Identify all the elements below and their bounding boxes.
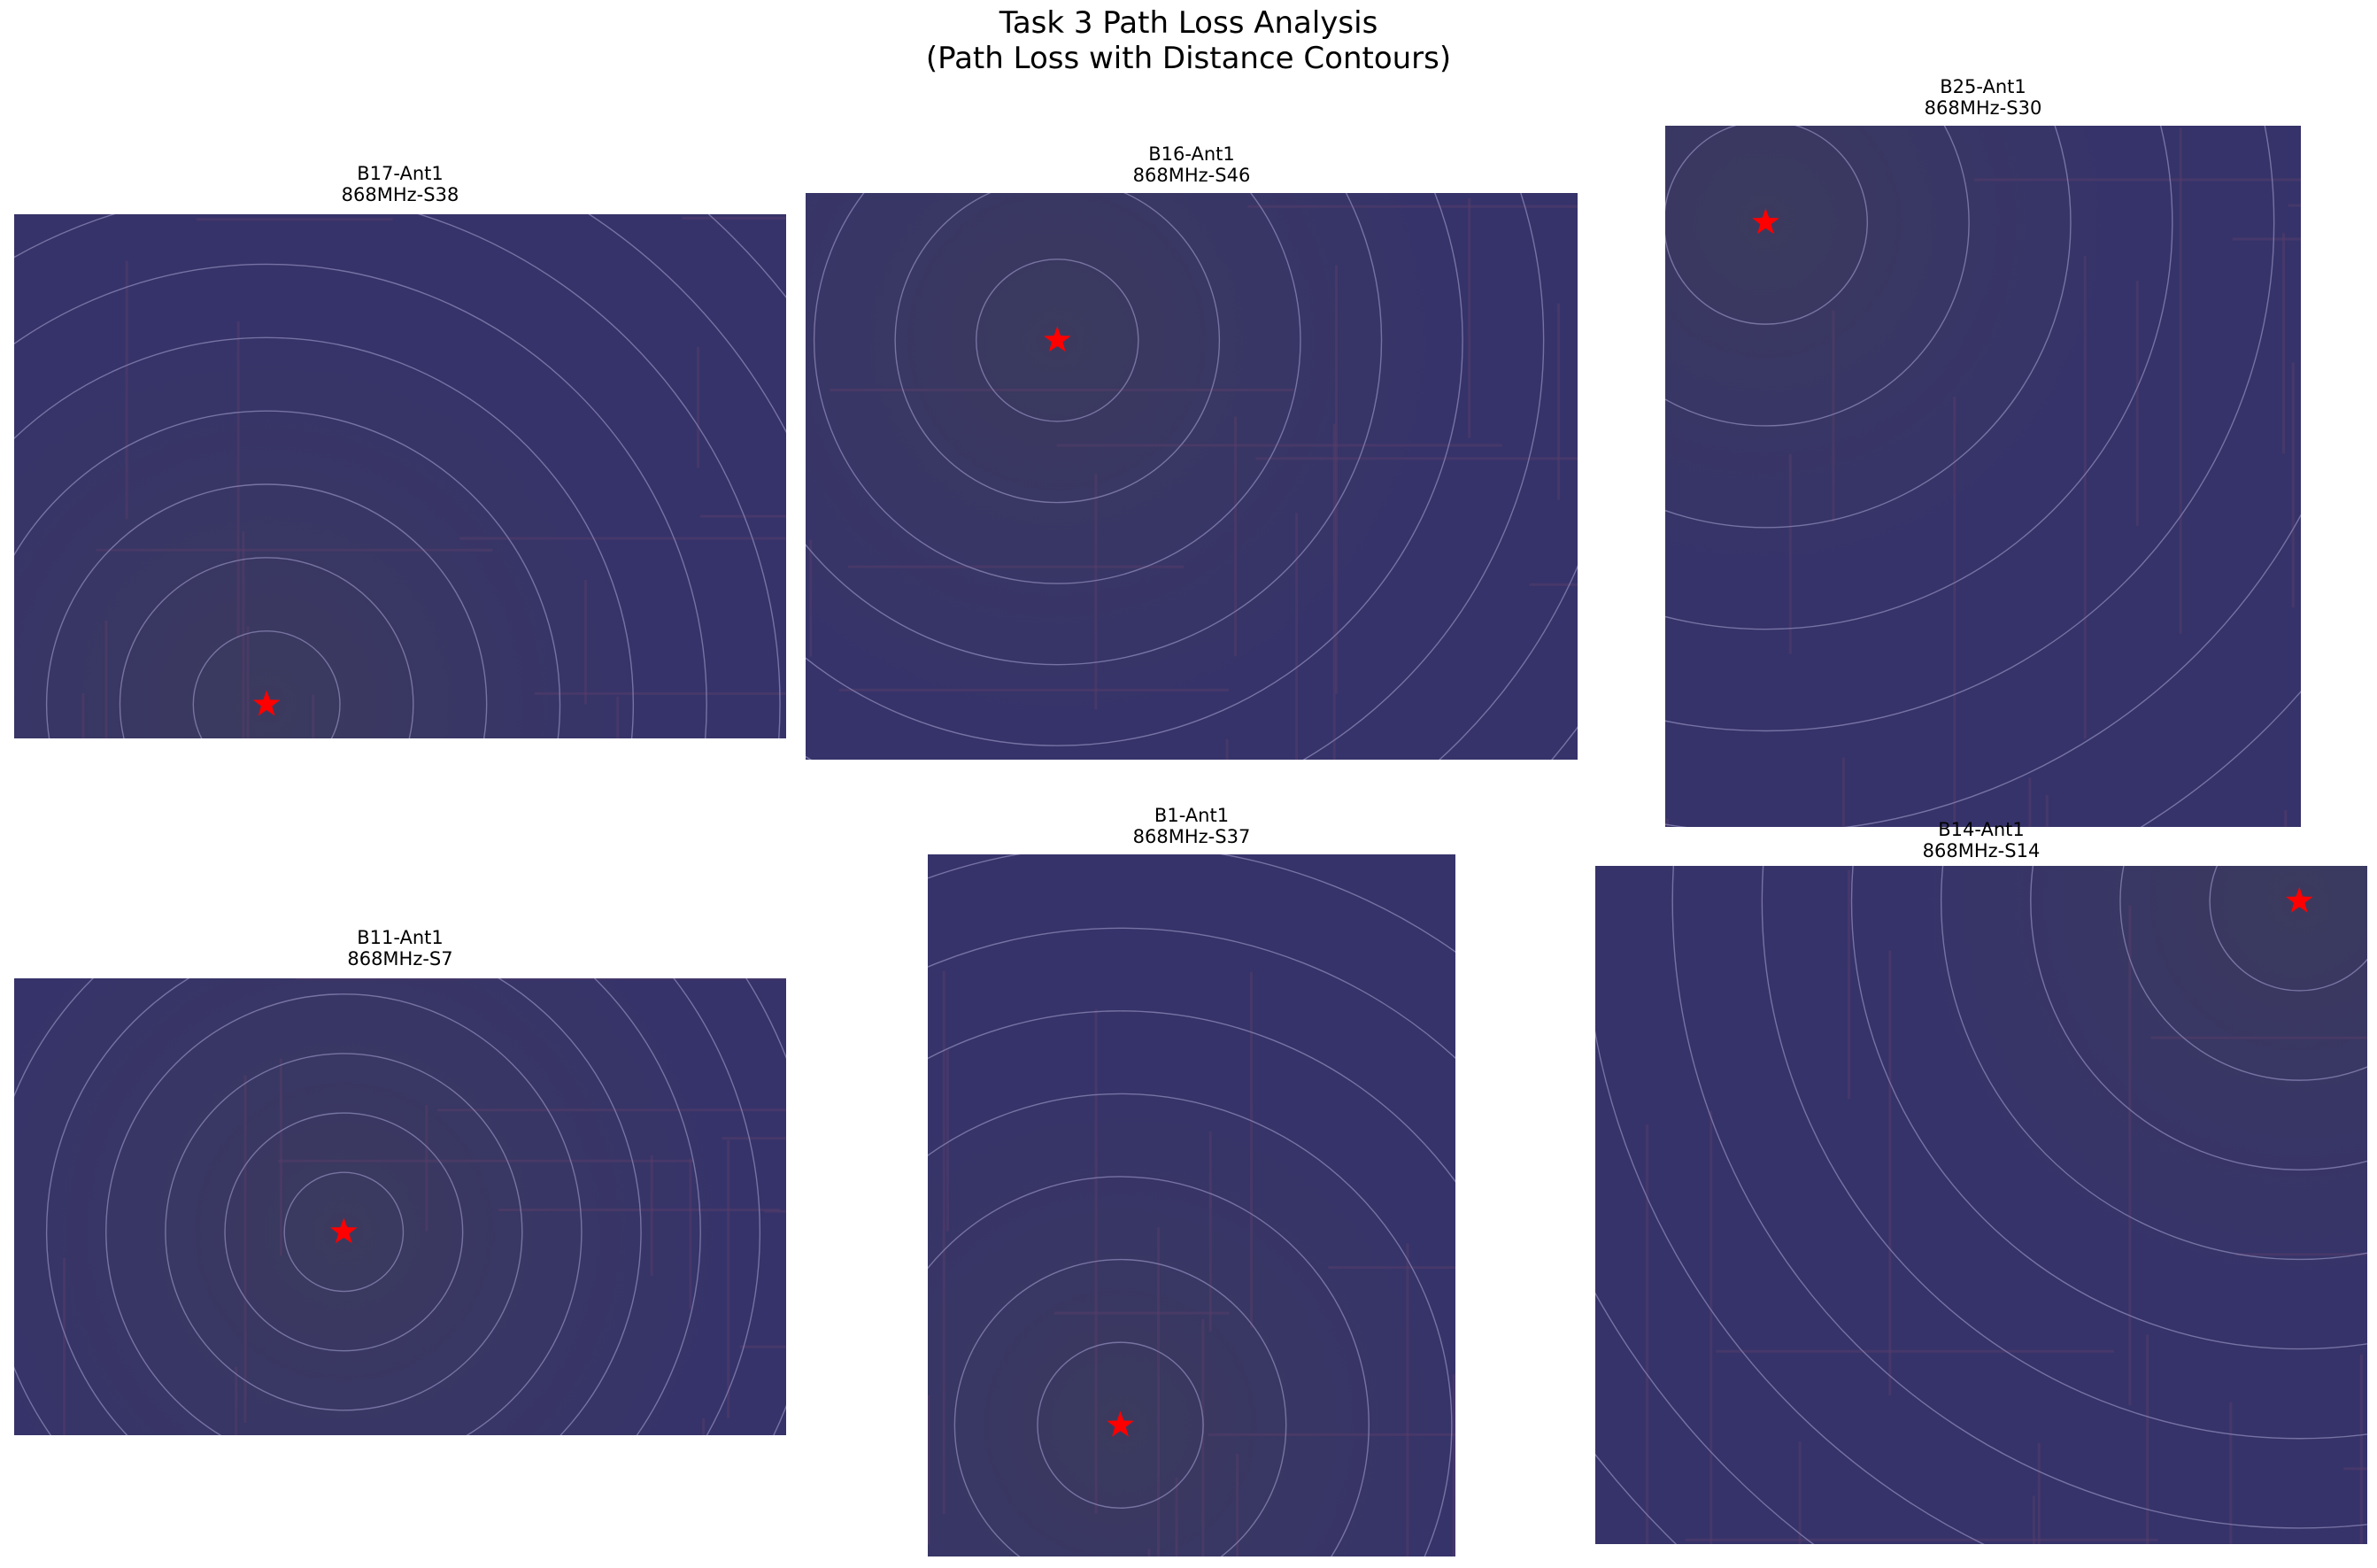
distance-contour bbox=[806, 193, 1545, 760]
panel-building-label: B16-Ant1 bbox=[1148, 143, 1235, 165]
transmitter-star-icon bbox=[330, 1217, 358, 1244]
distance-contour bbox=[224, 1112, 464, 1352]
distance-contour bbox=[1761, 866, 2367, 1440]
panel-scenario-label: 868MHz-S38 bbox=[341, 184, 459, 205]
distance-contour bbox=[14, 410, 561, 738]
distance-contour bbox=[1665, 126, 2072, 529]
panel-title: B14-Ant1 868MHz-S14 bbox=[1595, 819, 2367, 861]
panel-scenario-label: 868MHz-S14 bbox=[1922, 840, 2041, 861]
transmitter-star-icon bbox=[1107, 1410, 1134, 1437]
distance-contour bbox=[165, 1053, 523, 1411]
figure-title-line-2: (Path Loss with Distance Contours) bbox=[925, 41, 1452, 76]
distance-contour bbox=[192, 630, 341, 738]
panel-scenario-label: 868MHz-S30 bbox=[1924, 97, 2042, 119]
distance-contour bbox=[14, 214, 781, 738]
panel-b16: B16-Ant1 868MHz-S46 bbox=[806, 143, 1578, 760]
distance-contour bbox=[928, 927, 1455, 1060]
distance-contour bbox=[2209, 866, 2367, 992]
transmitter-star-icon bbox=[1044, 326, 1071, 352]
panel-title: B11-Ant1 868MHz-S7 bbox=[14, 927, 786, 969]
distance-contour bbox=[1665, 126, 1970, 427]
distance-contour bbox=[14, 263, 707, 738]
panel-scenario-label: 868MHz-S7 bbox=[347, 948, 453, 969]
distance-contour bbox=[813, 193, 1301, 584]
distance-contour bbox=[1037, 1341, 1204, 1509]
distance-contour bbox=[894, 193, 1221, 504]
distance-contour bbox=[1665, 126, 1868, 325]
distance-contour bbox=[976, 259, 1139, 422]
distance-contour bbox=[1941, 866, 2367, 1261]
panel-building-label: B11-Ant1 bbox=[357, 927, 444, 948]
panel-title: B1-Ant1 868MHz-S37 bbox=[928, 805, 1455, 847]
panel-scenario-label: 868MHz-S46 bbox=[1132, 165, 1251, 186]
distance-contour bbox=[928, 1010, 1455, 1184]
distance-contour bbox=[928, 1093, 1453, 1556]
distance-contour bbox=[14, 336, 634, 738]
map-background bbox=[928, 854, 1455, 1556]
panel-b25: B25-Ant1 868MHz-S30 bbox=[1665, 76, 2301, 827]
path-loss-map bbox=[928, 854, 1455, 1556]
transmitter-star-icon bbox=[1752, 208, 1779, 235]
map-background bbox=[14, 214, 786, 738]
distance-contour bbox=[928, 1176, 1370, 1556]
panel-title: B25-Ant1 868MHz-S30 bbox=[1665, 76, 2301, 119]
distance-contour bbox=[2119, 866, 2367, 1081]
distance-contour bbox=[14, 978, 701, 1435]
map-background bbox=[806, 193, 1578, 760]
distance-contour bbox=[46, 978, 642, 1435]
path-loss-map bbox=[14, 214, 786, 738]
panel-title: B16-Ant1 868MHz-S46 bbox=[806, 143, 1578, 186]
map-background bbox=[1595, 866, 2367, 1544]
panel-b14: B14-Ant1 868MHz-S14 bbox=[1595, 819, 2367, 1544]
panel-building-label: B1-Ant1 bbox=[1154, 805, 1230, 826]
distance-contour bbox=[283, 1171, 405, 1293]
map-background bbox=[14, 978, 786, 1435]
distance-contour bbox=[953, 1258, 1287, 1556]
panel-b11: B11-Ant1 868MHz-S7 bbox=[14, 927, 786, 1435]
distance-contour bbox=[1850, 866, 2367, 1350]
figure-title-line-1: Task 3 Path Loss Analysis bbox=[999, 5, 1378, 41]
path-loss-map bbox=[1595, 866, 2367, 1544]
panel-b1: B1-Ant1 868MHz-S37 bbox=[928, 805, 1455, 1556]
path-loss-map bbox=[14, 978, 786, 1435]
panel-b17: B17-Ant1 868MHz-S38 bbox=[14, 163, 786, 738]
distance-contour bbox=[45, 483, 488, 738]
panel-building-label: B25-Ant1 bbox=[1940, 76, 2026, 97]
transmitter-star-icon bbox=[252, 690, 281, 716]
distance-contour bbox=[119, 557, 414, 738]
transmitter-star-icon bbox=[2286, 886, 2313, 913]
path-loss-map bbox=[1665, 126, 2301, 827]
panel-title: B17-Ant1 868MHz-S38 bbox=[14, 163, 786, 205]
map-background bbox=[1665, 126, 2301, 827]
distance-contour bbox=[1665, 126, 2275, 732]
distance-contour bbox=[105, 993, 583, 1435]
distance-contour bbox=[14, 978, 760, 1435]
figure-title: Task 3 Path Loss Analysis (Path Loss wit… bbox=[0, 5, 2377, 76]
path-loss-map bbox=[806, 193, 1578, 760]
distance-contour bbox=[1671, 866, 2367, 1529]
distance-contour bbox=[806, 193, 1463, 746]
distance-contour bbox=[2030, 866, 2367, 1170]
distance-contour bbox=[1665, 126, 2173, 630]
panel-scenario-label: 868MHz-S37 bbox=[1132, 826, 1251, 847]
distance-contour bbox=[806, 193, 1383, 666]
panel-building-label: B17-Ant1 bbox=[357, 163, 444, 184]
panel-building-label: B14-Ant1 bbox=[1938, 819, 2025, 840]
